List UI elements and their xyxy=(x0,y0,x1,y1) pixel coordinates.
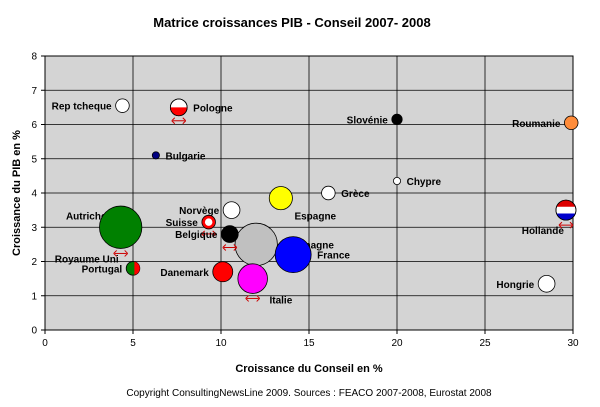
x-tick-label: 5 xyxy=(130,338,136,349)
point-label-espagne: Espagne xyxy=(294,212,336,223)
point-italie: Italie xyxy=(237,263,293,306)
point-hollande: Hollande xyxy=(522,199,577,237)
x-tick-label: 10 xyxy=(215,338,227,349)
point-suisse: Suisse xyxy=(166,214,217,238)
point-label-suisse: Suisse xyxy=(166,218,199,229)
point-label-slovenie: Slovénie xyxy=(347,115,389,126)
x-axis-title: Croissance du Conseil en % xyxy=(235,363,383,375)
y-tick-label: 2 xyxy=(31,257,37,268)
arrow-icon xyxy=(201,230,217,238)
arrow-icon xyxy=(222,244,238,251)
y-axis-title: Croissance du PIB en % xyxy=(11,130,23,256)
point-label-italie: Italie xyxy=(269,295,292,306)
data-points: Rep tcheque Pologne Bulgarie Slovénie Rouman… xyxy=(52,98,579,306)
point-pologne: Pologne xyxy=(169,98,233,125)
point-portugal: Portugal xyxy=(82,261,141,276)
chart-title: Matrice croissances PIB - Conseil 2007- … xyxy=(153,15,430,30)
point-belgique: Belgique xyxy=(175,225,239,251)
x-tick-label: 20 xyxy=(391,338,403,349)
footer-source: Copyright ConsultingNewsLine 2009. Sourc… xyxy=(126,388,492,399)
point-label-pologne: Pologne xyxy=(193,103,233,114)
point-france: France xyxy=(274,236,350,274)
point-slovenie: Slovénie xyxy=(347,113,403,126)
x-tick-label: 30 xyxy=(567,338,579,349)
y-tick-label: 8 xyxy=(31,52,37,63)
arrow-icon xyxy=(113,250,129,257)
point-grece: Grèce xyxy=(321,185,370,201)
point-chypre: Chypre xyxy=(392,177,442,188)
point-label-roumanie: Roumanie xyxy=(512,119,561,130)
arrow-icon xyxy=(171,117,187,125)
point-label-rep-tcheque: Rep tcheque xyxy=(52,102,112,113)
axis-ticks: 0 1 2 3 4 5 6 7 8 0 5 10 15 20 25 30 xyxy=(31,52,579,350)
point-royaume-uni: Royaume Uni xyxy=(55,205,143,265)
arrow-icon xyxy=(245,295,261,302)
point-hongrie: Hongrie xyxy=(496,274,556,293)
point-danemark: Danemark xyxy=(160,261,234,283)
point-label-bulgarie: Bulgarie xyxy=(165,151,205,162)
y-tick-label: 1 xyxy=(31,291,37,302)
arrow-icon xyxy=(558,221,574,229)
point-label-portugal: Portugal xyxy=(82,264,123,275)
y-tick-label: 4 xyxy=(31,189,37,200)
point-bulgarie: Bulgarie xyxy=(151,151,206,162)
point-label-royaume-uni: Royaume Uni xyxy=(55,254,119,265)
point-roumanie: Roumanie xyxy=(512,115,579,130)
y-tick-label: 0 xyxy=(31,326,37,337)
x-tick-label: 25 xyxy=(479,338,491,349)
point-label-chypre: Chypre xyxy=(407,177,442,188)
point-label-hollande: Hollande xyxy=(522,226,565,237)
x-tick-label: 0 xyxy=(42,338,48,349)
point-norvege: Norvège xyxy=(179,201,241,219)
point-rep-tcheque: Rep tcheque xyxy=(52,98,130,113)
point-label-hongrie: Hongrie xyxy=(496,280,534,291)
y-tick-label: 6 xyxy=(31,120,37,131)
point-label-belgique: Belgique xyxy=(175,230,218,241)
y-tick-label: 5 xyxy=(31,154,37,165)
y-tick-label: 7 xyxy=(31,86,37,97)
point-label-norvege: Norvège xyxy=(179,206,219,217)
point-label-grece: Grèce xyxy=(341,189,370,200)
point-label-france: France xyxy=(317,251,350,262)
point-label-autriche: Autriche xyxy=(66,211,107,222)
y-tick-label: 3 xyxy=(31,223,37,234)
point-label-danemark: Danemark xyxy=(160,268,209,279)
point-espagne: Espagne xyxy=(268,186,337,223)
x-tick-label: 15 xyxy=(303,338,315,349)
